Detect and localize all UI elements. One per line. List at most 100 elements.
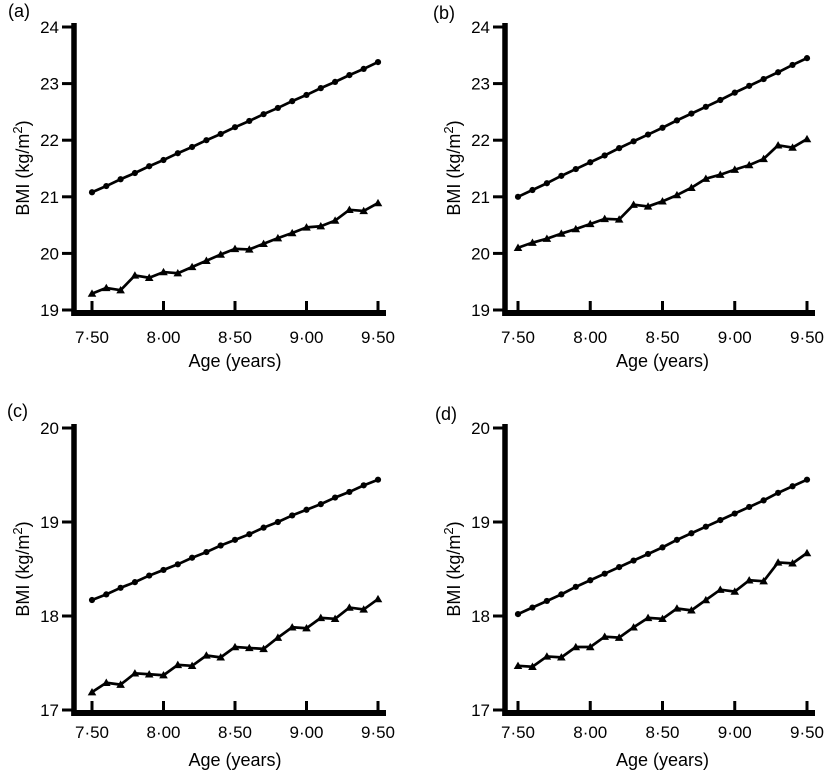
- panel-d: (d) 17 18 19 20 7·50 8·00 8·50 9·00 9·50 Age (yea…: [413, 385, 825, 771]
- circle-marker: [360, 482, 367, 489]
- triangle-marker: [87, 687, 97, 696]
- triangle-marker: [759, 577, 768, 585]
- panel-b-chart: 19 20 21 22 23 24 7·50 8·00 8·50 9·00 9·50 Age (yea…: [441, 18, 824, 371]
- triangle-marker: [513, 243, 523, 251]
- triangle-marker: [130, 669, 140, 677]
- x-tick-label: 8·00: [146, 328, 180, 347]
- triangle-marker: [557, 229, 566, 237]
- triangle-marker: [116, 285, 125, 294]
- circle-marker: [514, 193, 522, 200]
- x-tick-label: 8·50: [645, 723, 679, 742]
- triangle-marker: [802, 548, 812, 557]
- triangle-marker: [716, 170, 725, 178]
- circle-marker: [131, 169, 138, 177]
- circle-marker: [587, 159, 594, 166]
- axes: 19 20 21 22 23 24 7·50 8·00 8·50 9·00 9·50: [471, 18, 824, 347]
- triangle-marker: [701, 174, 711, 182]
- y-axis-label: BMI (kg/m2): [441, 120, 464, 215]
- triangle-marker: [373, 594, 383, 603]
- circle-marker: [673, 117, 681, 124]
- circle-marker: [731, 89, 738, 96]
- circle-marker: [601, 152, 608, 159]
- circle-marker: [514, 611, 522, 618]
- y-tick-label: 22: [40, 131, 59, 150]
- x-axis-label: Age (years): [616, 750, 709, 770]
- series-lower-triangles: [87, 594, 383, 696]
- triangle-marker: [600, 632, 609, 640]
- circle-marker: [803, 55, 811, 62]
- circle-marker: [688, 110, 695, 117]
- triangle-marker: [302, 624, 311, 632]
- x-axis-label: Age (years): [188, 750, 281, 770]
- panel-a-chart: 19 20 21 22 23 24 7·50 8·00 8·50 9·00 9·50 Age (yea…: [10, 18, 395, 371]
- circle-marker: [760, 497, 767, 504]
- circle-marker: [203, 137, 210, 144]
- circle-marker: [688, 530, 695, 537]
- series-upper-circles: [514, 55, 811, 200]
- panel-c-letter: (c): [7, 401, 28, 421]
- panel-c: (c) 17 18 19 20 7·50 8·00 8·50 9·00 9·50 Age (yea…: [0, 385, 412, 771]
- triangle-marker: [216, 653, 225, 661]
- circle-marker: [103, 182, 110, 190]
- triangle-marker: [159, 671, 168, 679]
- circle-marker: [616, 145, 623, 152]
- series-upper-circles: [514, 476, 811, 618]
- triangle-marker: [187, 661, 197, 670]
- y-tick-label: 22: [471, 131, 490, 150]
- triangle-marker: [259, 644, 268, 653]
- circle-marker: [543, 180, 550, 187]
- y-tick-label: 19: [40, 513, 59, 532]
- circle-marker: [88, 189, 96, 196]
- panel-b-letter: (b): [433, 3, 455, 23]
- y-tick-label: 17: [40, 701, 59, 720]
- y-tick-label: 20: [40, 244, 59, 263]
- circle-marker: [746, 82, 753, 89]
- triangle-marker: [528, 662, 537, 670]
- circle-marker: [189, 143, 196, 151]
- circle-marker: [303, 91, 310, 99]
- circle-marker: [558, 591, 565, 598]
- circle-marker: [274, 104, 281, 112]
- circle-marker: [174, 561, 181, 568]
- lower-triangles-line: [516, 551, 809, 669]
- x-tick-label: 8·50: [645, 328, 679, 347]
- triangle-marker: [245, 643, 254, 652]
- triangle-marker: [788, 143, 797, 151]
- circle-marker: [775, 489, 782, 496]
- panel-d-letter: (d): [435, 404, 457, 424]
- triangle-marker: [614, 215, 624, 223]
- circle-marker: [260, 524, 267, 531]
- circle-marker: [217, 130, 224, 138]
- triangle-marker: [230, 244, 240, 253]
- triangle-marker: [528, 238, 537, 246]
- x-tick-label: 9·00: [718, 723, 752, 742]
- circle-marker: [529, 604, 536, 611]
- triangle-marker: [130, 271, 140, 279]
- circle-marker: [332, 494, 339, 501]
- y-tick-label: 24: [471, 18, 490, 37]
- x-tick-label: 7·50: [501, 723, 535, 742]
- circle-marker: [702, 523, 709, 530]
- series-lower-triangles: [87, 198, 383, 297]
- circle-marker: [644, 550, 652, 558]
- circle-marker: [317, 501, 324, 508]
- triangle-marker: [557, 653, 566, 661]
- triangle-marker: [716, 585, 725, 593]
- circle-marker: [659, 544, 666, 551]
- circle-marker: [346, 72, 353, 79]
- y-tick-label: 17: [471, 701, 490, 720]
- triangle-marker: [629, 623, 638, 631]
- y-axis-label: BMI (kg/m2): [10, 521, 33, 616]
- circle-marker: [702, 103, 709, 110]
- x-tick-label: 8·00: [573, 328, 607, 347]
- panel-a: (a) 19 20 21 22 23 24 7·50 8·00 8·50 9·00 9·50 Age …: [0, 0, 412, 386]
- x-tick-label: 9·50: [361, 328, 395, 347]
- y-tick-label: 21: [40, 188, 59, 207]
- circle-marker: [146, 163, 153, 170]
- circle-marker: [289, 98, 296, 105]
- circle-marker: [601, 570, 608, 577]
- triangle-marker: [773, 141, 783, 149]
- circle-marker: [572, 583, 579, 590]
- triangle-marker: [513, 661, 523, 670]
- triangle-marker: [102, 283, 111, 292]
